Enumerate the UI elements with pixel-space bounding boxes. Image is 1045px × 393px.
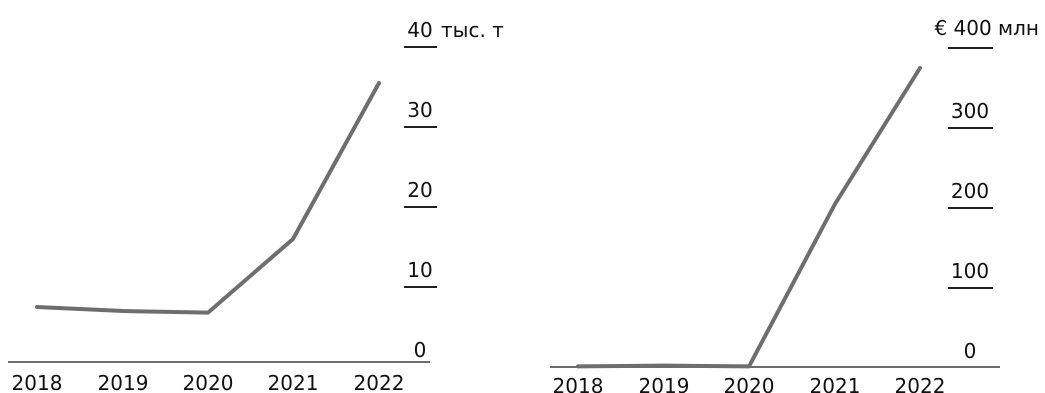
right-series-line [576,66,922,369]
right-unit-label: € 400 млн [934,16,1039,40]
right-x-tick-label: 2021 [810,374,861,393]
right-x-tick-labels: 2018 2019 2020 2021 2022 [553,374,946,393]
left-x-tick-labels: 2018 2019 2020 2021 2022 [12,371,405,393]
left-chart: 40 30 20 10 0 2018 2019 2020 2021 2022 тыс. т [8,18,504,393]
left-y-tick-label: 0 [414,338,427,362]
left-y-tick-label: 40 [407,18,432,42]
left-x-tick-label: 2020 [183,371,234,393]
left-y-tick-label: 10 [407,258,432,282]
right-chart: € 400 млн 300 200 100 0 2018 2019 2020 2021 2022 [550,16,1039,393]
right-y-tick-label: 0 [964,339,977,363]
left-y-ticks: 40 30 20 10 0 [404,18,437,362]
left-y-tick-label: 20 [407,178,432,202]
right-x-tick-label: 2018 [553,374,604,393]
right-y-tick-label: 200 [951,179,989,203]
right-y-tick-label: 300 [951,99,989,123]
left-unit-label: тыс. т [441,18,504,42]
left-x-tick-label: 2021 [268,371,319,393]
left-x-tick-label: 2022 [354,371,405,393]
right-x-tick-label: 2022 [895,374,946,393]
left-x-tick-label: 2018 [12,371,63,393]
right-x-tick-label: 2020 [724,374,775,393]
right-x-tick-label: 2019 [639,374,690,393]
right-y-ticks: € 400 млн 300 200 100 0 [934,16,1039,363]
left-series-line [35,81,381,315]
left-y-tick-label: 30 [407,98,432,122]
left-x-tick-label: 2019 [98,371,149,393]
right-y-tick-label: 100 [951,259,989,283]
